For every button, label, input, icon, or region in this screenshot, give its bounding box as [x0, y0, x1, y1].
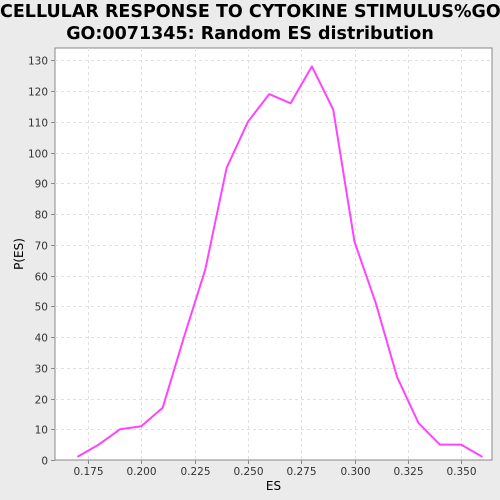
- plot-area: [54, 47, 493, 461]
- series-line: [76, 65, 483, 458]
- y-tick-label: 0: [41, 456, 48, 468]
- x-tick-label: 0.200: [126, 466, 156, 478]
- grid-lines: [55, 48, 492, 460]
- chart-title-line-1: CELLULAR RESPONSE TO CYTOKINE STIMULUS%G…: [0, 2, 500, 22]
- y-tick-label: 80: [35, 210, 48, 222]
- y-tick-label: 60: [35, 272, 48, 284]
- series-layer: [76, 65, 483, 458]
- chart-title-line-2: GO:0071345: Random ES distribution: [66, 24, 434, 44]
- y-tick-label: 70: [35, 241, 48, 253]
- y-tick-label: 100: [28, 149, 48, 161]
- x-tick-label: 0.225: [180, 466, 210, 478]
- x-tick-label: 0.350: [446, 466, 476, 478]
- y-tick-label: 10: [35, 425, 48, 437]
- y-tick-label: 130: [28, 56, 48, 68]
- x-tick-label: 0.250: [233, 466, 263, 478]
- y-tick-label: 90: [35, 179, 48, 191]
- x-tick-label: 0.325: [393, 466, 423, 478]
- axes: 0 10 20 30 40 50 60 70 80 90 100 110 120 130 0.175 0.20…: [28, 56, 477, 479]
- chart-title: CELLULAR RESPONSE TO CYTOKINE STIMULUS%G…: [0, 1, 500, 45]
- x-axis-label: ES: [266, 479, 281, 493]
- y-tick-label: 30: [35, 364, 48, 376]
- y-axis-label: P(ES): [12, 238, 26, 270]
- y-tick-label: 120: [28, 87, 48, 99]
- x-tick-label: 0.175: [73, 466, 103, 478]
- y-tick-label: 50: [35, 302, 48, 314]
- y-tick-label: 110: [28, 118, 48, 130]
- y-tick-label: 40: [35, 333, 48, 345]
- x-tick-label: 0.275: [286, 466, 316, 478]
- x-tick-label: 0.300: [340, 466, 370, 478]
- y-tick-label: 20: [35, 395, 48, 407]
